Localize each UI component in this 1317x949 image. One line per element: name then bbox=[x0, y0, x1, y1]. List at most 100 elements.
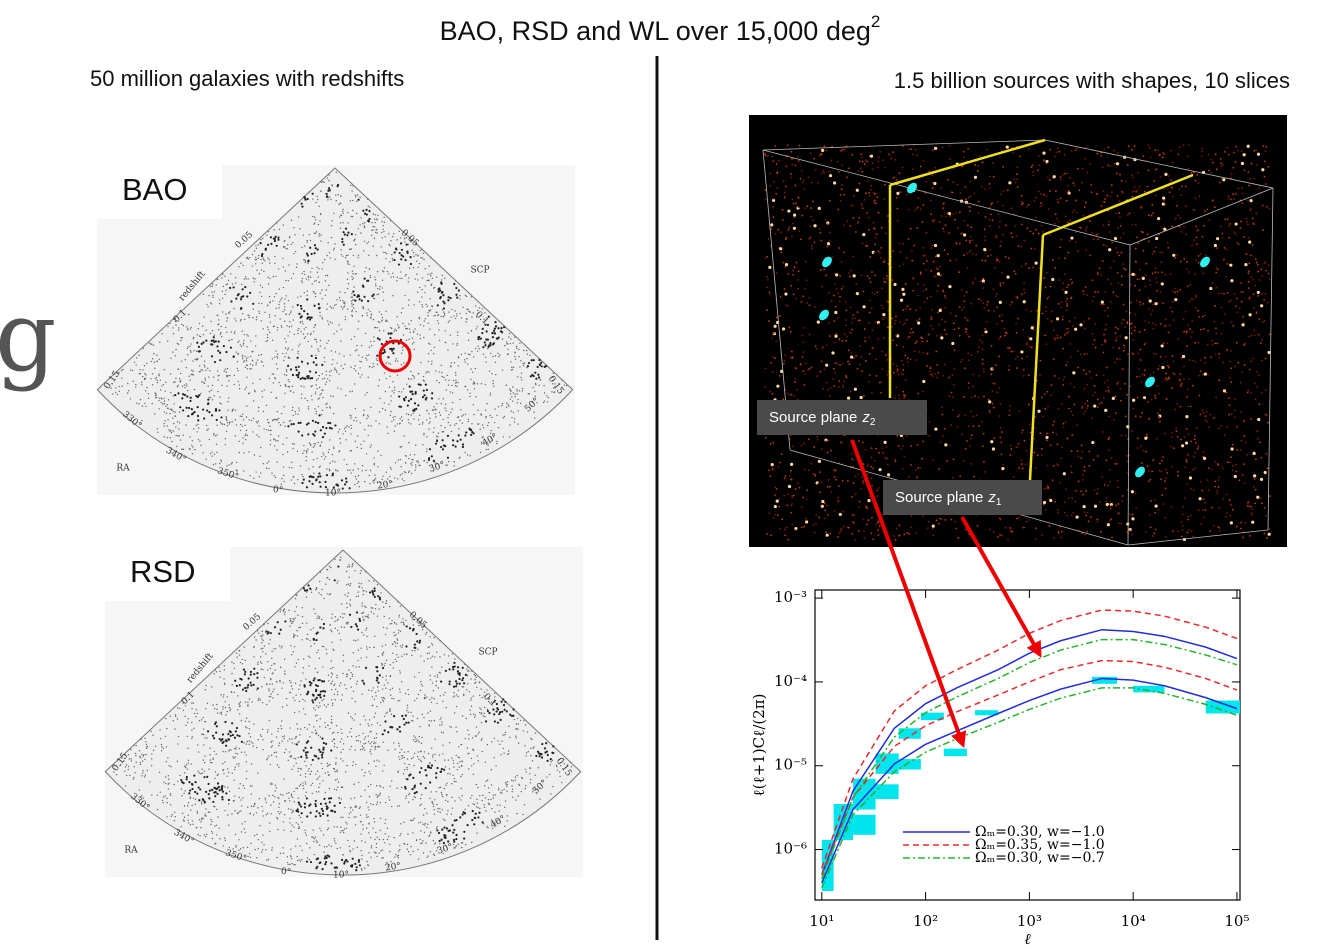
galaxy-dot bbox=[193, 350, 194, 351]
galaxy-dot bbox=[517, 729, 518, 730]
galaxy-dot bbox=[256, 270, 257, 271]
galaxy-dot bbox=[490, 393, 491, 394]
galaxy-dot bbox=[348, 670, 349, 671]
galaxy-dot bbox=[351, 746, 352, 747]
galaxy-dot bbox=[375, 279, 376, 280]
galaxy-dot bbox=[411, 820, 412, 821]
galaxy-dot bbox=[418, 694, 419, 695]
galaxy-dot bbox=[418, 373, 419, 374]
galaxy-dot bbox=[324, 458, 325, 459]
galaxy-dot bbox=[308, 408, 309, 409]
galaxy-dot bbox=[330, 862, 332, 864]
galaxy-dot bbox=[408, 472, 409, 473]
galaxy-dot bbox=[223, 769, 224, 770]
galaxy-dot bbox=[197, 358, 198, 359]
galaxy-dot bbox=[259, 798, 260, 799]
galaxy-dot bbox=[408, 277, 409, 278]
galaxy-dot bbox=[328, 680, 329, 681]
galaxy-dot bbox=[151, 403, 152, 404]
galaxy-dot bbox=[475, 305, 476, 306]
galaxy-dot bbox=[270, 764, 271, 765]
galaxy-dot bbox=[410, 454, 411, 455]
galaxy-dot bbox=[244, 278, 245, 279]
galaxy-dot bbox=[352, 210, 353, 211]
galaxy-dot bbox=[506, 710, 508, 712]
galaxy-dot bbox=[487, 403, 488, 404]
galaxy-dot bbox=[263, 365, 264, 366]
galaxy-dot bbox=[181, 449, 182, 450]
galaxy-dot bbox=[425, 384, 427, 386]
galaxy-dot bbox=[315, 815, 317, 817]
galaxy-dot bbox=[256, 672, 258, 674]
galaxy-dot bbox=[280, 794, 281, 795]
galaxy-dot bbox=[138, 355, 139, 356]
galaxy-dot bbox=[342, 212, 343, 213]
galaxy-dot bbox=[282, 795, 283, 796]
galaxy-dot bbox=[413, 332, 414, 333]
galaxy-dot bbox=[419, 771, 421, 773]
galaxy-dot bbox=[293, 273, 294, 274]
galaxy-dot bbox=[249, 257, 250, 258]
galaxy-dot bbox=[289, 864, 290, 865]
galaxy-dot bbox=[306, 638, 307, 639]
galaxy-dot bbox=[474, 679, 475, 680]
galaxy-dot bbox=[196, 342, 198, 344]
galaxy-dot bbox=[372, 696, 373, 697]
galaxy-dot bbox=[436, 804, 437, 805]
galaxy-dot bbox=[369, 591, 371, 593]
galaxy-dot bbox=[362, 733, 363, 734]
galaxy-dot bbox=[505, 782, 506, 783]
galaxy-dot bbox=[303, 708, 304, 709]
galaxy-dot bbox=[451, 408, 452, 409]
galaxy-dot bbox=[260, 635, 261, 636]
galaxy-dot bbox=[361, 855, 362, 856]
galaxy-dot bbox=[407, 689, 408, 690]
galaxy-dot bbox=[414, 792, 416, 794]
galaxy-dot bbox=[242, 659, 243, 660]
galaxy-dot bbox=[205, 379, 206, 380]
galaxy-dot bbox=[283, 778, 284, 779]
galaxy-dot bbox=[140, 373, 141, 374]
galaxy-dot bbox=[138, 403, 139, 404]
galaxy-dot bbox=[438, 329, 439, 330]
galaxy-dot bbox=[338, 431, 339, 432]
galaxy-dot bbox=[135, 386, 136, 387]
galaxy-dot bbox=[421, 684, 422, 685]
galaxy-dot bbox=[373, 613, 374, 614]
galaxy-dot bbox=[334, 826, 335, 827]
galaxy-dot bbox=[310, 271, 311, 272]
galaxy-dot bbox=[456, 694, 457, 695]
galaxy-dot bbox=[497, 353, 498, 354]
galaxy-dot bbox=[367, 415, 368, 416]
galaxy-dot bbox=[460, 776, 461, 777]
galaxy-dot bbox=[385, 311, 386, 312]
galaxy-dot bbox=[407, 751, 408, 752]
galaxy-dot bbox=[246, 295, 248, 297]
galaxy-dot bbox=[165, 783, 166, 784]
galaxy-dot bbox=[352, 809, 353, 810]
galaxy-dot bbox=[322, 373, 323, 374]
galaxy-dot bbox=[302, 476, 303, 477]
galaxy-dot bbox=[267, 813, 268, 814]
galaxy-dot bbox=[261, 806, 262, 807]
galaxy-dot bbox=[419, 736, 420, 737]
galaxy-dot bbox=[322, 752, 324, 754]
galaxy-dot bbox=[394, 635, 395, 636]
galaxy-dot bbox=[334, 805, 336, 807]
galaxy-dot bbox=[320, 571, 321, 572]
galaxy-dot bbox=[552, 786, 553, 787]
galaxy-dot bbox=[525, 769, 526, 770]
galaxy-dot bbox=[249, 419, 250, 420]
galaxy-dot bbox=[451, 824, 453, 826]
galaxy-dot bbox=[305, 714, 306, 715]
galaxy-dot bbox=[357, 199, 359, 201]
galaxy-dot bbox=[473, 713, 474, 714]
galaxy-dot bbox=[216, 834, 217, 835]
galaxy-dot bbox=[502, 338, 503, 339]
galaxy-dot bbox=[416, 791, 418, 793]
galaxy-dot bbox=[230, 300, 232, 302]
galaxy-dot bbox=[198, 350, 200, 352]
galaxy-dot bbox=[207, 783, 209, 785]
galaxy-dot bbox=[348, 817, 349, 818]
galaxy-dot bbox=[401, 749, 402, 750]
